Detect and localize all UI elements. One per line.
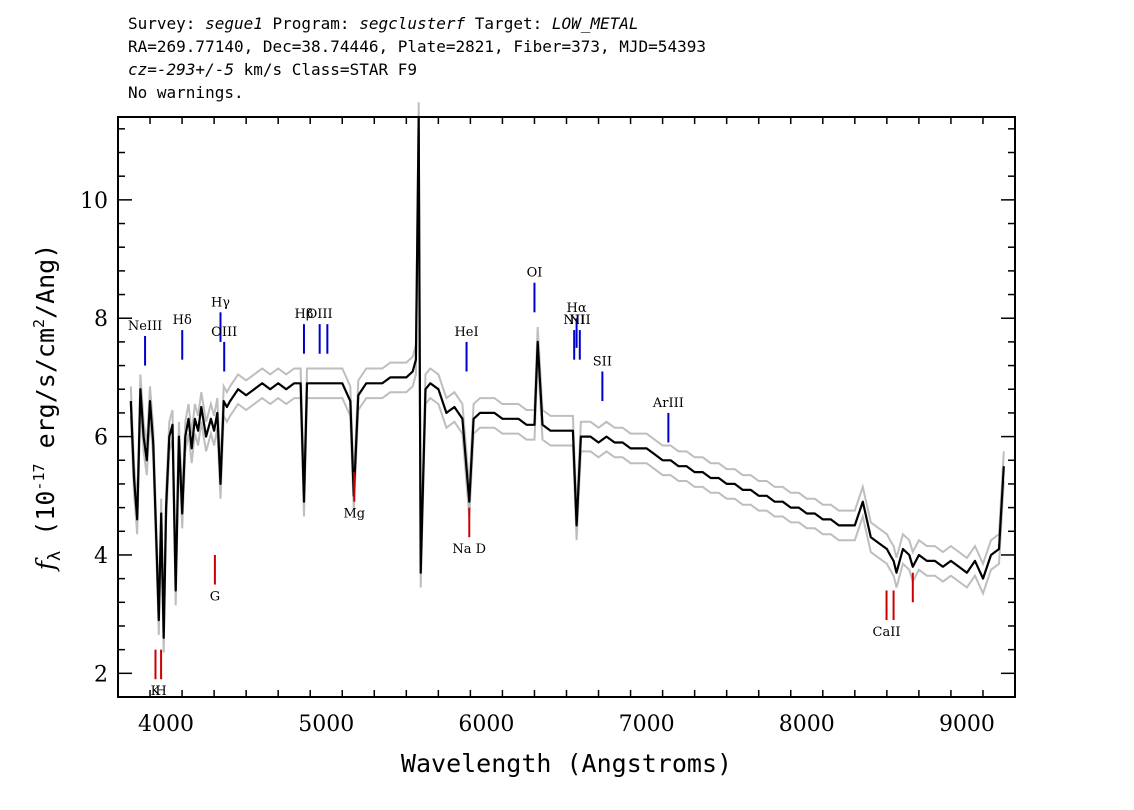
header-segment: No warnings. (128, 83, 244, 102)
y-axis-title-part: f (31, 557, 60, 572)
spectrum-header: Survey: segue1 Program: segclusterf Targ… (128, 12, 706, 104)
x-tick-label: 7000 (619, 712, 675, 737)
line-label: NII (569, 313, 591, 328)
y-axis-title-part: erg/s/cm (31, 328, 60, 463)
x-axis-title: Wavelength (Angstroms) (401, 749, 732, 778)
spectral-line-markers: NeIII HδHγOIIIHβOIIIHeIOINIIHαNIISIIArIII… (128, 266, 914, 699)
header-segment: Program: (262, 14, 360, 33)
y-tick-label: 4 (94, 544, 108, 569)
y-axis-title-part: 2 (30, 319, 48, 328)
line-label: K (151, 684, 161, 699)
line-label: NeIII (128, 319, 162, 334)
x-tick-label: 5000 (298, 712, 354, 737)
axes-layer: 4000 5000 6000 7000 8000 9000 2 4 6 8 10 (80, 116, 1016, 737)
line-label: Hγ (211, 295, 230, 310)
header-segment: Survey: (128, 14, 206, 33)
header-segment: segue1 (205, 14, 263, 33)
line-label: Na D (452, 542, 486, 557)
header-line-coordinates: RA=269.77140, Dec=38.74446, Plate=2821, … (128, 35, 706, 58)
line-label: OIII (211, 325, 237, 340)
header-segment: cz=-293+/-5 (128, 60, 234, 79)
line-label: Hδ (173, 313, 192, 328)
error-band-lower (129, 131, 1005, 653)
line-label: Hα (567, 301, 587, 316)
flux-layer (129, 115, 1005, 639)
header-segment: LOW_METAL (551, 14, 639, 33)
x-tick-label: 8000 (779, 712, 835, 737)
line-label: H (155, 684, 166, 699)
line-label: OIII (307, 307, 333, 322)
error-band-upper (129, 102, 1005, 624)
y-tick-label: 2 (94, 662, 108, 687)
line-label: ArIII (652, 396, 684, 411)
header-segment: Target: (465, 14, 552, 33)
line-label: CaII (873, 625, 901, 640)
x-tick-label: 9000 (939, 712, 995, 737)
header-line-redshift: cz=-293+/-5 km/s Class=STAR F9 (128, 58, 706, 81)
y-axis-title-part: /Ang) (31, 244, 60, 319)
y-axis-title-part: λ (45, 551, 65, 561)
line-label: Hβ (295, 307, 314, 322)
x-tick-label: 6000 (458, 712, 514, 737)
line-label: OI (527, 266, 543, 281)
header-line-warnings: No warnings. (128, 81, 706, 104)
y-axis-title: fλ (10-17 erg/s/cm2/Ang) (30, 244, 65, 573)
header-segment: km/s Class=STAR F9 (233, 60, 417, 79)
header-segment: segclusterf (359, 14, 466, 33)
y-tick-label: 10 (80, 189, 108, 214)
y-axis-title-part: (10 (31, 491, 60, 551)
line-label: SII (593, 354, 612, 369)
plot-frame (117, 116, 1016, 698)
header-segment: RA=269.77140, Dec=38.74446, Plate=2821, … (128, 37, 706, 56)
header-line-survey: Survey: segue1 Program: segclusterf Targ… (128, 12, 706, 35)
error-band-layer (129, 102, 1005, 653)
y-tick-label: 6 (94, 426, 108, 451)
line-label: HeI (454, 325, 478, 340)
line-label: G (210, 590, 220, 605)
flux-line (129, 115, 1005, 639)
x-tick-label: 4000 (138, 712, 194, 737)
y-tick-label: 8 (94, 307, 108, 332)
y-axis-title-part: -17 (30, 463, 48, 490)
line-label: NII (563, 313, 585, 328)
line-label: Mg (343, 507, 365, 522)
